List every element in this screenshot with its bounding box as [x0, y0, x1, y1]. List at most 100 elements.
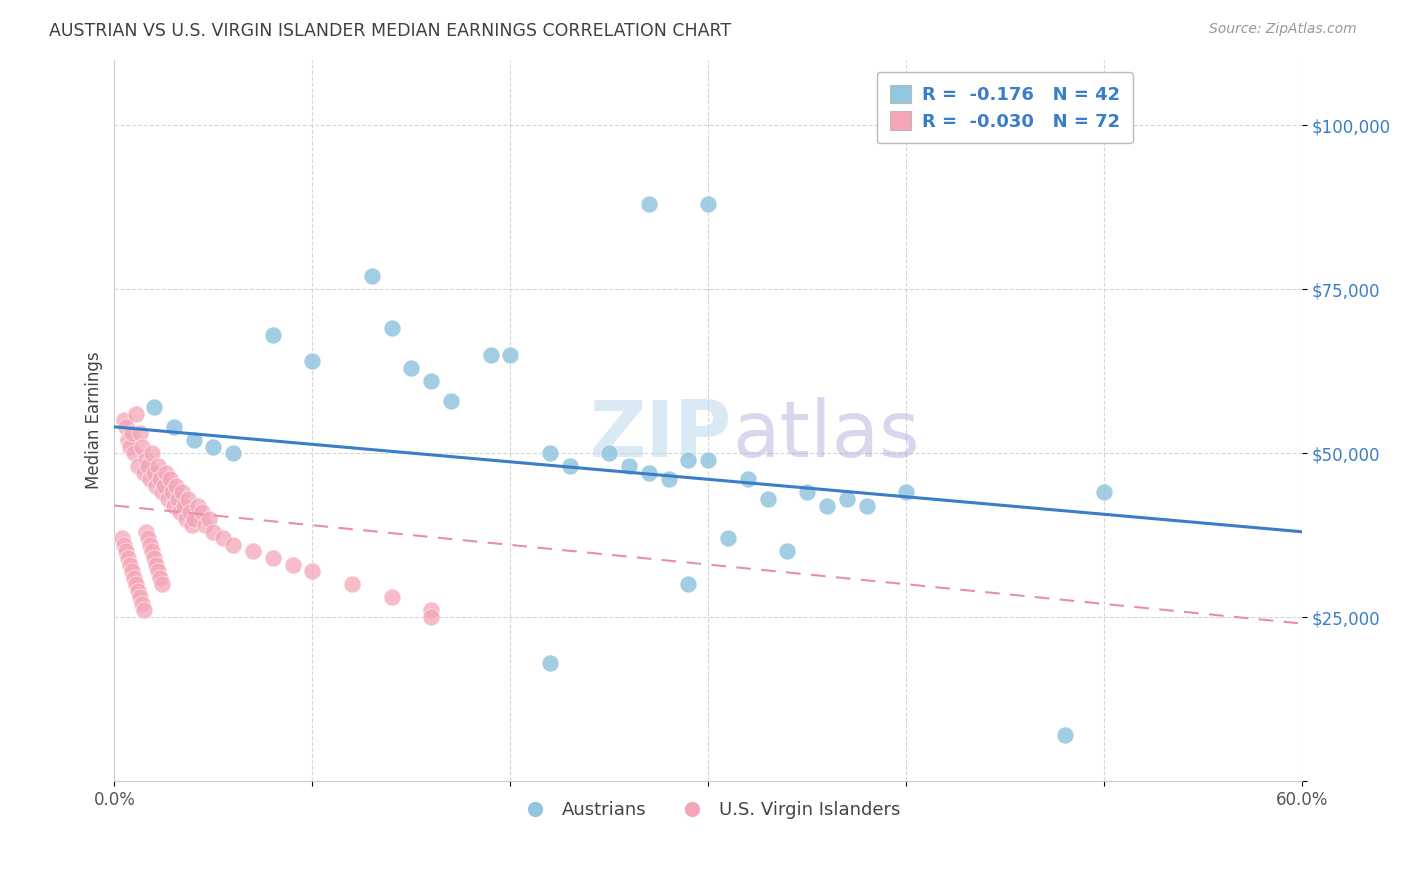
Point [380, 321, 402, 335]
Point [145, 558, 167, 572]
Point [117, 433, 139, 447]
Point [174, 511, 197, 525]
Point [136, 532, 159, 546]
Point [170, 485, 193, 500]
Point [169, 505, 191, 519]
Point [127, 459, 149, 474]
Point [638, 197, 661, 211]
Point [146, 459, 169, 474]
Point [179, 505, 201, 519]
Point [737, 472, 759, 486]
Point [120, 440, 142, 454]
Point [146, 564, 169, 578]
Point [166, 491, 188, 506]
Point [420, 374, 443, 388]
Point [155, 466, 177, 480]
Point [122, 446, 145, 460]
Point [149, 571, 172, 585]
Point [697, 197, 720, 211]
Point [139, 538, 162, 552]
Point [176, 491, 198, 506]
Point [420, 610, 443, 624]
Point [538, 656, 561, 670]
Point [153, 479, 176, 493]
Point [187, 499, 209, 513]
Point [112, 538, 135, 552]
Point [183, 433, 205, 447]
Point [855, 499, 877, 513]
Point [150, 485, 173, 500]
Point [156, 491, 179, 506]
Point [678, 452, 700, 467]
Point [150, 577, 173, 591]
Point [638, 466, 661, 480]
Point [678, 577, 700, 591]
Point [538, 446, 561, 460]
Point [120, 558, 142, 572]
Point [776, 544, 799, 558]
Point [143, 400, 166, 414]
Point [896, 485, 918, 500]
Point [163, 420, 186, 434]
Point [132, 466, 155, 480]
Point [1053, 728, 1076, 742]
Point [125, 577, 148, 591]
Point [242, 544, 264, 558]
Text: atlas: atlas [733, 397, 920, 473]
Point [202, 440, 225, 454]
Point [360, 268, 382, 283]
Point [135, 452, 157, 467]
Point [212, 532, 235, 546]
Point [440, 393, 463, 408]
Point [159, 472, 181, 486]
Point [697, 452, 720, 467]
Point [115, 544, 138, 558]
Point [262, 551, 284, 566]
Point [717, 532, 740, 546]
Point [499, 348, 522, 362]
Point [190, 505, 212, 519]
Point [131, 597, 153, 611]
Point [796, 485, 818, 500]
Point [183, 511, 205, 525]
Point [149, 472, 172, 486]
Point [198, 511, 221, 525]
Point [420, 603, 443, 617]
Point [598, 446, 620, 460]
Point [129, 591, 152, 605]
Point [558, 459, 581, 474]
Point [815, 499, 838, 513]
Point [658, 472, 681, 486]
Point [340, 577, 363, 591]
Point [262, 328, 284, 343]
Point [160, 485, 183, 500]
Point [111, 532, 134, 546]
Point [756, 491, 779, 506]
Point [143, 551, 166, 566]
Point [194, 518, 217, 533]
Point [173, 499, 195, 513]
Text: Source: ZipAtlas.com: Source: ZipAtlas.com [1209, 22, 1357, 37]
Point [617, 459, 640, 474]
Point [121, 564, 143, 578]
Point [139, 472, 162, 486]
Point [380, 591, 402, 605]
Point [401, 360, 423, 375]
Point [132, 603, 155, 617]
Point [202, 524, 225, 539]
Text: ZIP: ZIP [589, 397, 733, 473]
Point [121, 426, 143, 441]
Point [136, 459, 159, 474]
Point [141, 446, 163, 460]
Point [301, 354, 323, 368]
Point [117, 551, 139, 566]
Legend: Austrians, U.S. Virgin Islanders: Austrians, U.S. Virgin Islanders [509, 794, 907, 826]
Point [112, 413, 135, 427]
Point [129, 426, 152, 441]
Point [143, 466, 166, 480]
Point [281, 558, 304, 572]
Point [122, 571, 145, 585]
Point [163, 499, 186, 513]
Point [222, 538, 245, 552]
Point [125, 407, 148, 421]
